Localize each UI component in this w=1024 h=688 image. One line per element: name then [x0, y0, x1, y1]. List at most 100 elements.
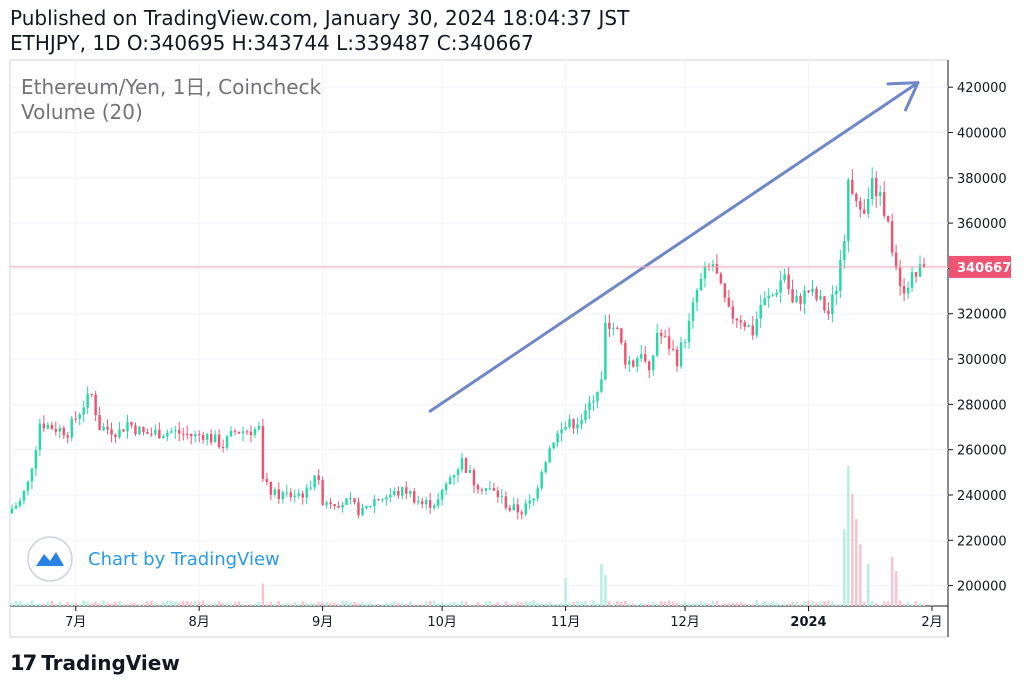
candle-body — [731, 306, 735, 319]
candle-body — [393, 490, 396, 495]
badge-text[interactable]: Chart by TradingView — [88, 549, 280, 570]
candle-body — [38, 423, 42, 451]
candle-body — [815, 288, 818, 300]
volume-bar — [58, 601, 62, 606]
volume-bar — [520, 602, 523, 606]
y-tick-label: 220000 — [957, 534, 1007, 549]
volume-bar — [377, 603, 380, 606]
tradingview-badge[interactable]: Chart by TradingView — [27, 536, 280, 582]
candle-body — [500, 496, 504, 498]
candle-body — [695, 289, 699, 303]
volume-bar — [687, 604, 691, 606]
volume-bar — [851, 494, 854, 606]
volume-bar — [743, 603, 747, 606]
candle-body — [715, 264, 719, 274]
volume-bar — [791, 601, 794, 606]
candle-body — [18, 500, 22, 506]
candle-body — [94, 394, 97, 416]
volume-bar — [488, 600, 492, 606]
candle-body — [532, 498, 535, 501]
candle-body — [416, 501, 420, 503]
volume-bar — [86, 601, 89, 606]
candle-body — [890, 221, 894, 253]
candle-body — [691, 302, 695, 321]
volume-bar — [174, 601, 177, 606]
candle-body — [823, 296, 826, 311]
volume-bar — [253, 603, 257, 606]
volume-bar — [405, 603, 408, 606]
candle-body — [349, 498, 352, 500]
candle-body — [269, 482, 273, 495]
candle-body — [476, 485, 480, 490]
volume-bar — [456, 603, 460, 606]
candle-body — [914, 272, 918, 277]
volume-bar — [74, 602, 77, 606]
volume-bar — [512, 603, 516, 606]
candle-body — [843, 240, 846, 261]
candle-body — [46, 424, 50, 429]
volume-bar — [783, 603, 786, 606]
trend-arrow-line[interactable] — [428, 81, 920, 413]
legend-volume: Volume (20) — [21, 100, 143, 124]
candle-body — [357, 502, 360, 516]
volume-bar — [767, 603, 770, 606]
candle-body — [592, 401, 595, 403]
volume-bar — [185, 601, 189, 606]
volume-bar — [886, 601, 890, 606]
volume-bar — [325, 602, 328, 606]
candle-body — [759, 305, 762, 319]
candle-body — [659, 332, 663, 337]
volume-bar — [855, 519, 858, 606]
volume-bar — [592, 600, 595, 606]
candle-body — [420, 501, 424, 505]
volume-bar — [636, 604, 639, 606]
candle-body — [787, 274, 790, 290]
y-tick-label: 420000 — [957, 81, 1007, 96]
footer-brand: TradingView — [41, 651, 180, 675]
volume-bar — [715, 601, 719, 606]
candle-body — [699, 278, 703, 290]
volume-bar — [289, 604, 293, 606]
candle-body — [261, 426, 265, 479]
volume-bar — [632, 603, 635, 606]
volume-bar — [46, 601, 50, 606]
volume-bar — [839, 604, 842, 606]
volume-bar — [576, 600, 579, 606]
volume-bar — [30, 600, 34, 606]
candle-body — [209, 433, 213, 443]
volume-bar — [628, 603, 631, 606]
candle-body — [138, 427, 141, 435]
candle-body — [548, 448, 551, 463]
volume-bar — [261, 583, 265, 606]
volume-bar — [416, 604, 420, 606]
candle-body — [763, 298, 766, 306]
candle-body — [827, 310, 830, 315]
candle-body — [309, 487, 312, 489]
volume-bar — [401, 602, 404, 606]
trend-arrow-head — [886, 81, 920, 112]
tradingview-logo-icon: 17 — [10, 651, 37, 675]
candle-body — [647, 361, 651, 371]
candle-body — [723, 283, 727, 298]
ohlc-line: ETHJPY, 1D O:340695 H:343744 L:339487 C:… — [10, 31, 534, 55]
volume-bar — [775, 603, 778, 606]
candle-body — [373, 499, 376, 507]
volume-bar — [158, 604, 161, 606]
candle-body — [241, 431, 245, 434]
candle-body — [464, 458, 468, 473]
volume-bar — [201, 600, 205, 606]
volume-bar — [66, 601, 69, 606]
candle-body — [572, 419, 575, 429]
volume-bar — [349, 602, 352, 606]
volume-bar — [361, 601, 364, 606]
candle-body — [146, 432, 149, 434]
volume-bar — [209, 604, 213, 606]
candle-body — [257, 426, 261, 430]
candle-body — [221, 447, 225, 449]
x-tick-label: 2024 — [790, 615, 826, 630]
volume-bar — [882, 601, 886, 606]
candle-body — [58, 427, 62, 432]
candle-body — [440, 489, 444, 500]
candle-body — [337, 506, 340, 508]
